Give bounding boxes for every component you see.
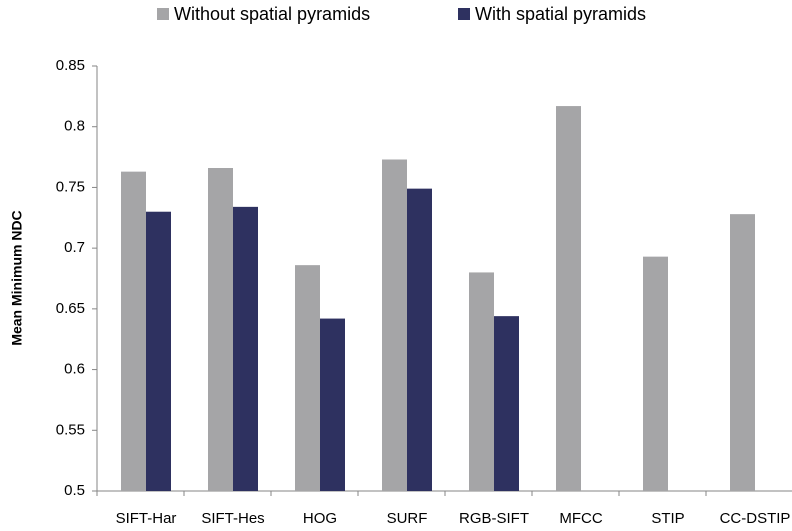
y-tick-label: 0.5: [64, 482, 85, 499]
bar: [233, 206, 258, 491]
y-tick-label: 0.85: [56, 57, 85, 74]
bar: [494, 316, 519, 491]
bar: [382, 159, 407, 491]
bar: [643, 256, 668, 491]
bar: [208, 168, 233, 491]
x-tick-label: MFCC: [559, 510, 602, 527]
bar: [407, 188, 432, 491]
bar: [146, 211, 171, 491]
bar: [121, 171, 146, 491]
x-tick-label: CC-DSTIP: [720, 510, 791, 527]
y-tick-label: 0.75: [56, 178, 85, 195]
y-tick-label: 0.55: [56, 421, 85, 438]
y-tick-label: 0.7: [64, 239, 85, 256]
bar: [556, 106, 581, 492]
legend-swatch: [157, 8, 169, 20]
x-tick-label: HOG: [303, 510, 337, 527]
legend-swatch: [458, 8, 470, 20]
bar: [320, 318, 345, 491]
bar: [469, 272, 494, 491]
bar: [730, 214, 755, 491]
y-tick-label: 0.6: [64, 361, 85, 378]
x-tick-label: SIFT-Har: [116, 510, 177, 527]
legend-label: Without spatial pyramids: [174, 4, 370, 24]
y-tick-label: 0.65: [56, 300, 85, 317]
x-tick-label: RGB-SIFT: [459, 510, 529, 527]
y-axis-label: Mean Minimum NDC: [9, 210, 25, 345]
x-tick-label: STIP: [651, 510, 684, 527]
legend-label: With spatial pyramids: [475, 4, 646, 24]
x-tick-label: SIFT-Hes: [201, 510, 264, 527]
y-tick-label: 0.8: [64, 118, 85, 135]
bar: [295, 265, 320, 491]
x-tick-label: SURF: [387, 510, 428, 527]
